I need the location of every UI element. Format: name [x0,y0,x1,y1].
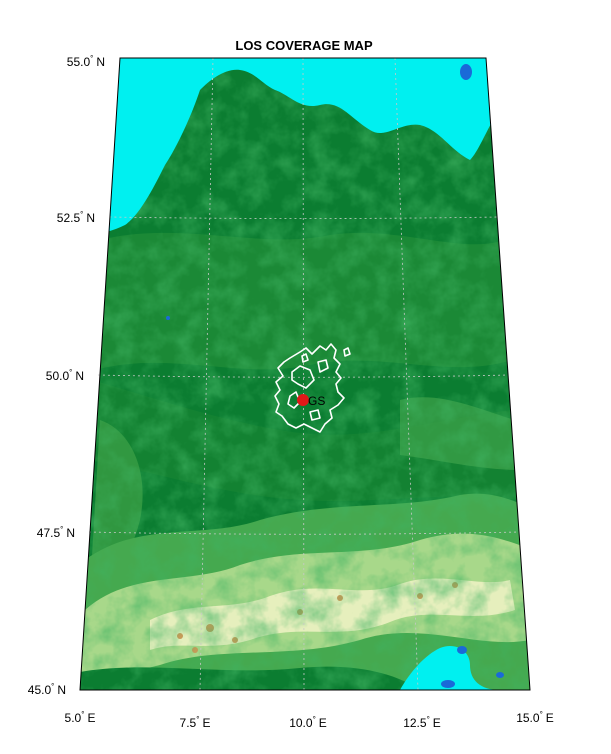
lat-label-52-5: 52.5° N [57,210,95,225]
lat-label-45: 45.0° N [28,682,66,697]
map-area [60,50,560,710]
lat-label-55: 55.0° N [67,54,105,69]
lon-label-7-5: 7.5° E [180,715,211,730]
lat-label-47-5: 47.5° N [37,525,75,540]
longitude-labels: 5.0° E 7.5° E 10.0° E 12.5° E 15.0° E [65,710,554,730]
lon-label-12-5: 12.5° E [403,715,441,730]
lat-label-50: 50.0° N [46,368,84,383]
lon-label-10: 10.0° E [289,715,327,730]
map-title: LOS COVERAGE MAP [235,38,373,53]
lon-label-15: 15.0° E [516,710,554,725]
lon-label-5: 5.0° E [65,710,96,725]
ground-station-label: GS [308,394,325,408]
